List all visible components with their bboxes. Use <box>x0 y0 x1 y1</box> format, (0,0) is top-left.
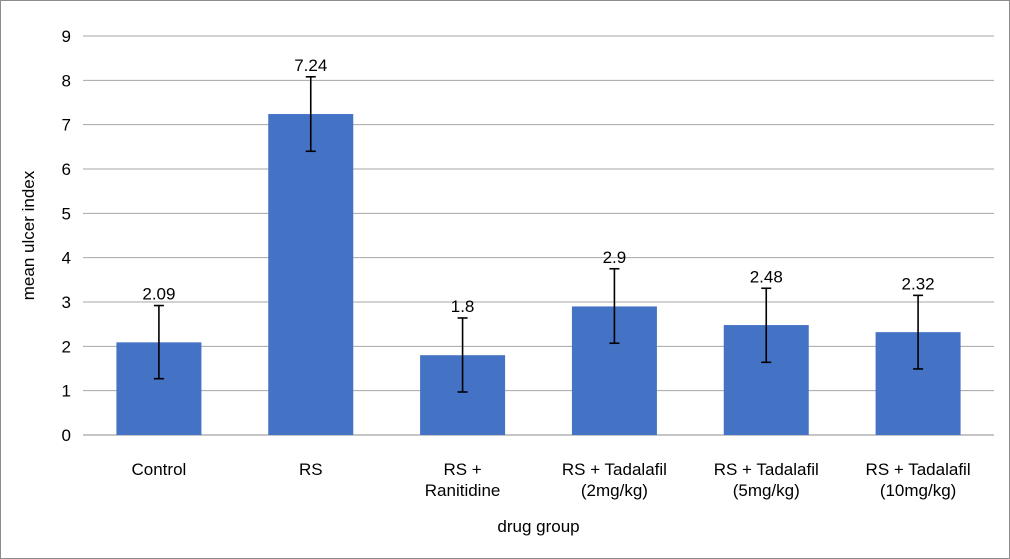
y-tick-label: 0 <box>62 426 71 445</box>
y-tick-label: 9 <box>62 27 71 46</box>
y-tick-label: 1 <box>62 382 71 401</box>
error-bar <box>609 267 620 345</box>
category-label-line: Ranitidine <box>425 481 501 500</box>
data-label: 2.32 <box>902 274 935 293</box>
category-label-line: (2mg/kg) <box>581 481 648 500</box>
category-label-line: (5mg/kg) <box>733 481 800 500</box>
category-label-line: Control <box>132 460 187 479</box>
y-tick-label: 3 <box>62 293 71 312</box>
category-label: RS <box>299 460 323 479</box>
data-label: 2.09 <box>142 285 175 304</box>
category-label: RS + Tadalafil (2mg/kg) <box>562 460 667 500</box>
y-tick-label: 7 <box>62 116 71 135</box>
y-tick-label: 6 <box>62 160 71 179</box>
category-label-line: RS + Tadalafil <box>562 460 667 479</box>
category-label-line: RS <box>299 460 323 479</box>
category-label-line: RS + Tadalafil <box>714 460 819 479</box>
category-label-line: RS + Tadalafil <box>866 460 971 479</box>
y-axis-title: mean ulcer index <box>19 170 38 300</box>
error-bars <box>153 75 924 393</box>
y-axis-ticks: 0 1 2 3 4 5 6 7 8 9 <box>62 27 71 445</box>
error-bar <box>305 75 316 153</box>
bar <box>268 114 354 435</box>
bars <box>116 114 961 435</box>
gridlines <box>83 35 994 436</box>
data-label: 2.9 <box>603 248 627 267</box>
data-label: 7.24 <box>294 56 327 75</box>
y-tick-label: 5 <box>62 204 71 223</box>
data-label: 2.48 <box>750 267 783 286</box>
error-bar <box>761 287 772 364</box>
error-bar <box>457 317 468 393</box>
category-label-line: (10mg/kg) <box>880 481 957 500</box>
category-label-line: RS + <box>443 460 481 479</box>
data-label: 1.8 <box>451 297 475 316</box>
x-axis-title: drug group <box>497 517 579 536</box>
y-tick-label: 4 <box>62 249 71 268</box>
error-bar <box>153 304 164 380</box>
category-label: RS + Tadalafil (5mg/kg) <box>714 460 819 500</box>
y-tick-label: 2 <box>62 337 71 356</box>
data-labels: 2.09 7.24 1.8 2.9 2.48 2.32 <box>142 56 934 316</box>
y-tick-label: 8 <box>62 71 71 90</box>
error-bar <box>913 294 924 370</box>
x-axis-category-labels: Control RS RS + Ranitidine RS + Tadalafil (2m… <box>132 460 971 500</box>
category-label: RS + Tadalafil (10mg/kg) <box>866 460 971 500</box>
category-label: Control <box>132 460 187 479</box>
category-label: RS + Ranitidine <box>425 460 501 500</box>
